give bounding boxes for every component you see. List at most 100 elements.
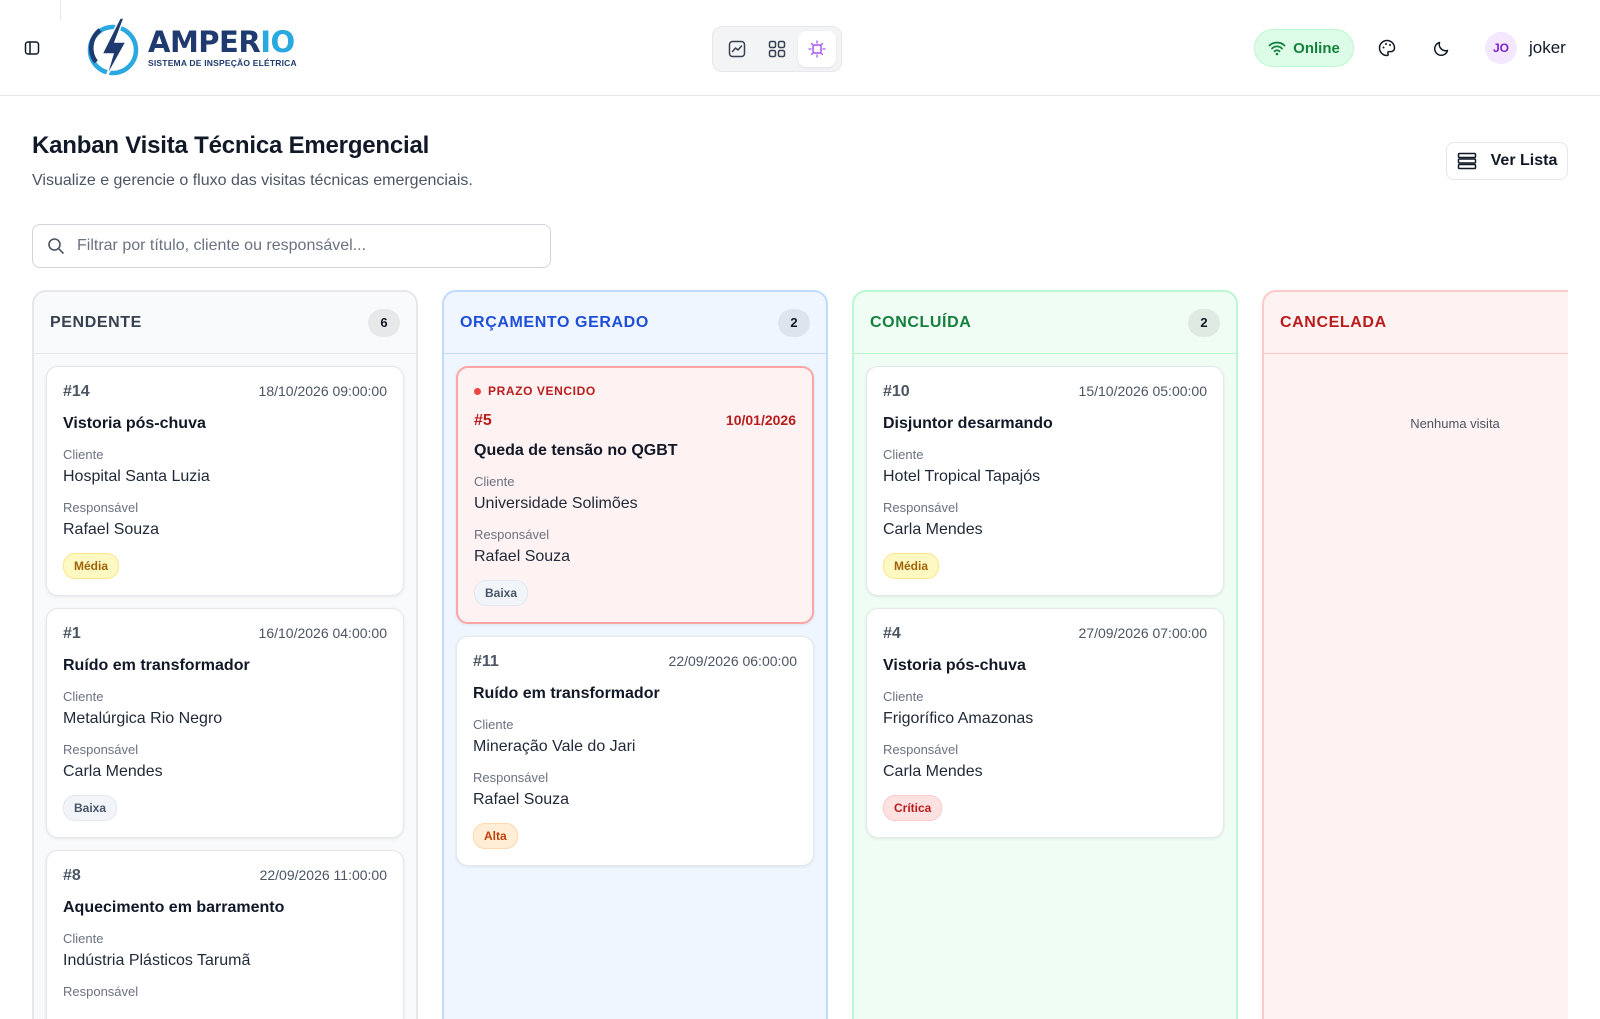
responsible-name: Carla Mendes: [883, 521, 983, 538]
card-number: #1: [63, 625, 81, 642]
responsible-label: Responsável: [63, 984, 139, 999]
client-name: Metalúrgica Rio Negro: [63, 710, 223, 727]
palette-icon[interactable]: [1377, 38, 1397, 58]
kanban-column: PENDENTE 6 #14 18/10/2026 09:00:00 Vistoria …: [32, 290, 418, 1019]
column-count-badge: 2: [1188, 308, 1220, 337]
client-name: Hotel Tropical Tapajós: [883, 468, 1041, 485]
client-label: Cliente: [63, 447, 104, 462]
priority-badge: Média: [883, 553, 940, 579]
kanban-column: CANCELADA Nenhuma visita: [1262, 290, 1568, 1019]
overdue-flag: PRAZO VENCIDO: [474, 384, 796, 398]
responsible-name: Rafael Souza: [474, 548, 571, 565]
card-date: 22/09/2026 06:00:00: [668, 653, 797, 669]
column-header: CONCLUÍDA 2: [854, 292, 1236, 354]
online-status-badge: Online: [1254, 29, 1354, 67]
card-date: 18/10/2026 09:00:00: [258, 383, 387, 399]
client-label: Cliente: [63, 931, 104, 946]
column-title: ORÇAMENTO GERADO: [460, 313, 649, 331]
wifi-icon: [1268, 41, 1286, 56]
priority-badge: Baixa: [63, 795, 118, 821]
column-header: CANCELADA: [1264, 292, 1568, 354]
visit-card[interactable]: #8 22/09/2026 11:00:00 Aquecimento em barr…: [46, 850, 404, 1019]
view-list-button[interactable]: Ver Lista: [1446, 142, 1568, 180]
responsible-label: Responsável: [63, 742, 139, 757]
priority-badge: Alta: [473, 823, 518, 849]
visit-card[interactable]: #4 27/09/2026 07:00:00 Vistoria pós-chuva C…: [866, 608, 1224, 838]
responsible-label: Responsável: [473, 770, 549, 785]
card-date: 16/10/2026 04:00:00: [258, 625, 387, 641]
overdue-label: PRAZO VENCIDO: [488, 384, 596, 398]
priority-badge: Baixa: [474, 580, 529, 606]
card-number: #10: [883, 383, 910, 400]
username[interactable]: joker: [1529, 38, 1566, 57]
client-label: Cliente: [883, 447, 924, 462]
responsible-name: Carla Mendes: [883, 763, 983, 780]
visit-card[interactable]: #11 22/09/2026 06:00:00 Ruído em transform…: [456, 636, 814, 866]
visit-card[interactable]: #1 16/10/2026 04:00:00 Ruído em transforma…: [46, 608, 404, 838]
client-name: Indústria Plásticos Tarumã: [63, 952, 251, 969]
client-label: Cliente: [473, 717, 514, 732]
moon-icon[interactable]: [1432, 38, 1452, 58]
responsible-label: Responsável: [474, 527, 550, 542]
card-title: Aquecimento em barramento: [63, 899, 285, 916]
responsible-name: Rafael Souza: [63, 521, 160, 538]
card-number: #14: [63, 383, 90, 400]
column-title: PENDENTE: [50, 313, 142, 331]
card-number: #8: [63, 867, 81, 884]
grid-view-button[interactable]: [758, 31, 796, 67]
client-name: Frigorífico Amazonas: [883, 710, 1034, 727]
kanban-icon: [808, 40, 826, 58]
card-date: 15/10/2026 05:00:00: [1078, 383, 1207, 399]
search-icon: [48, 238, 64, 254]
card-date: 22/09/2026 11:00:00: [259, 867, 387, 883]
client-name: Hospital Santa Luzia: [63, 468, 210, 485]
client-label: Cliente: [63, 689, 104, 704]
responsible-name: Rafael Souza: [473, 791, 570, 808]
client-name: Universidade Solimões: [474, 495, 638, 512]
column-body: #14 18/10/2026 09:00:00 Vistoria pós-chuva…: [34, 354, 416, 1019]
column-header: PENDENTE 6: [34, 292, 416, 354]
column-body: PRAZO VENCIDO #5 10/01/2026 Queda de tensão…: [444, 354, 826, 890]
column-count-badge: 2: [778, 308, 810, 337]
kanban-column: ORÇAMENTO GERADO 2 PRAZO VENCIDO #5 10/01/20…: [442, 290, 828, 1019]
search-field: [32, 224, 551, 268]
column-count-badge: 6: [368, 308, 400, 337]
visit-card[interactable]: #14 18/10/2026 09:00:00 Vistoria pós-chuva…: [46, 366, 404, 596]
card-date: 10/01/2026: [725, 412, 796, 428]
priority-badge: Média: [63, 553, 120, 579]
responsible-label: Responsável: [883, 500, 959, 515]
kanban-view-button[interactable]: [798, 31, 836, 67]
top-bar: AMPERIO SISTEMA DE INSPEÇÃO ELÉTRICA Onl…: [0, 0, 1600, 96]
list-icon: [1457, 152, 1476, 170]
grid-icon: [768, 40, 786, 58]
kanban-board: PENDENTE 6 #14 18/10/2026 09:00:00 Vistoria …: [32, 290, 1568, 1019]
priority-badge: Crítica: [883, 795, 943, 821]
brand-name: AMPERIO: [148, 25, 295, 59]
online-status-label: Online: [1293, 39, 1340, 57]
client-name: Mineração Vale do Jari: [473, 738, 636, 755]
responsible-label: Responsável: [883, 742, 959, 757]
view-switcher: [712, 26, 842, 72]
chart-view-button[interactable]: [718, 31, 756, 67]
sidebar-toggle-icon[interactable]: [22, 38, 42, 58]
card-title: Ruído em transformador: [473, 685, 660, 702]
client-label: Cliente: [883, 689, 924, 704]
overdue-dot-icon: [474, 387, 481, 395]
card-title: Disjuntor desarmando: [883, 415, 1053, 432]
avatar[interactable]: JO: [1485, 32, 1517, 64]
view-list-label: Ver Lista: [1490, 152, 1558, 169]
column-body: Nenhuma visita: [1264, 354, 1568, 443]
responsible-label: Responsável: [63, 500, 139, 515]
column-body: #10 15/10/2026 05:00:00 Disjuntor desarman…: [854, 354, 1236, 862]
card-title: Vistoria pós-chuva: [883, 657, 1026, 674]
card-number: #11: [473, 653, 499, 670]
visit-card[interactable]: PRAZO VENCIDO #5 10/01/2026 Queda de tensão…: [456, 366, 814, 624]
brand-tagline: SISTEMA DE INSPEÇÃO ELÉTRICA: [148, 58, 297, 68]
column-title: CANCELADA: [1280, 313, 1387, 331]
client-label: Cliente: [474, 474, 515, 489]
visit-card[interactable]: #10 15/10/2026 05:00:00 Disjuntor desarman…: [866, 366, 1224, 596]
card-title: Vistoria pós-chuva: [63, 415, 206, 432]
search-input[interactable]: [77, 237, 517, 255]
brand-logo[interactable]: AMPERIO SISTEMA DE INSPEÇÃO ELÉTRICA: [86, 14, 297, 82]
header-divider: [60, 0, 61, 20]
